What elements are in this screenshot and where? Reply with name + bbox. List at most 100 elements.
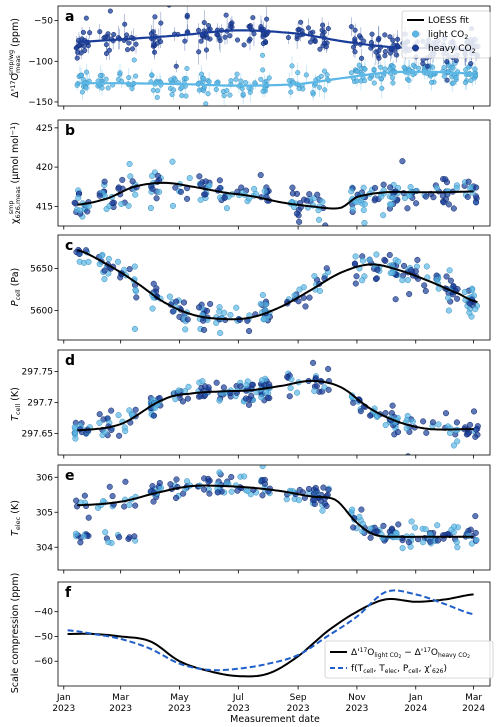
data-point bbox=[216, 397, 223, 404]
data-point bbox=[399, 545, 406, 552]
data-point bbox=[470, 408, 478, 415]
series-line-c-0 bbox=[77, 249, 478, 321]
data-point bbox=[171, 87, 177, 93]
data-point bbox=[441, 73, 447, 79]
data-point bbox=[382, 422, 389, 429]
data-point bbox=[115, 76, 121, 83]
y-tick-label: 420 bbox=[36, 163, 53, 173]
data-point bbox=[454, 295, 461, 302]
data-point bbox=[182, 38, 188, 44]
y-tick-label: −150 bbox=[28, 98, 53, 108]
data-point bbox=[151, 49, 158, 55]
data-point bbox=[423, 429, 430, 436]
data-point bbox=[115, 185, 122, 192]
data-point bbox=[295, 70, 301, 76]
data-point bbox=[237, 383, 244, 390]
data-point bbox=[258, 394, 265, 401]
data-point bbox=[387, 184, 394, 191]
data-point bbox=[286, 78, 292, 84]
y-tick-label: 304 bbox=[36, 543, 53, 553]
data-point bbox=[376, 48, 382, 54]
data-point bbox=[195, 304, 203, 311]
data-point bbox=[371, 66, 377, 72]
data-point bbox=[291, 292, 298, 299]
data-point bbox=[367, 412, 374, 419]
data-point bbox=[105, 85, 111, 91]
data-point bbox=[156, 479, 163, 487]
data-point bbox=[259, 52, 266, 58]
data-point bbox=[228, 78, 234, 84]
data-point bbox=[472, 72, 478, 79]
data-point bbox=[107, 8, 113, 14]
legend-a-heavy-swatch bbox=[412, 44, 419, 52]
data-point bbox=[109, 493, 116, 500]
data-point bbox=[257, 300, 264, 307]
data-point bbox=[435, 421, 442, 428]
x-tick-label-year: 2023 bbox=[227, 704, 250, 714]
data-point bbox=[429, 419, 436, 426]
svg-text:Telec (K): Telec (K) bbox=[10, 500, 22, 536]
data-point bbox=[420, 418, 427, 425]
data-point bbox=[73, 497, 80, 504]
y-tick-label: 5600 bbox=[30, 307, 53, 317]
data-point bbox=[451, 523, 458, 530]
data-point bbox=[288, 89, 294, 95]
data-point bbox=[149, 483, 156, 490]
data-point bbox=[433, 276, 440, 283]
data-point bbox=[405, 453, 411, 455]
data-point bbox=[131, 533, 138, 540]
data-point bbox=[81, 492, 88, 499]
data-point bbox=[155, 88, 161, 94]
data-point bbox=[266, 75, 272, 81]
data-point bbox=[202, 191, 209, 198]
data-point bbox=[114, 258, 122, 265]
data-point bbox=[227, 92, 233, 98]
data-point bbox=[353, 273, 360, 280]
data-point bbox=[213, 379, 220, 386]
data-point bbox=[71, 424, 78, 431]
data-point bbox=[131, 263, 138, 270]
data-point bbox=[223, 12, 229, 18]
data-point bbox=[83, 85, 89, 91]
data-point bbox=[133, 41, 139, 47]
data-point bbox=[453, 539, 460, 546]
data-point bbox=[184, 195, 191, 202]
data-point bbox=[453, 419, 460, 426]
data-point bbox=[216, 177, 223, 184]
data-point bbox=[419, 539, 426, 546]
svg-text:Scale compression (ppm): Scale compression (ppm) bbox=[10, 573, 21, 694]
data-point bbox=[175, 387, 182, 394]
data-point bbox=[317, 46, 323, 52]
data-point bbox=[387, 66, 393, 72]
data-point bbox=[85, 258, 92, 265]
data-point bbox=[285, 35, 291, 41]
data-point bbox=[413, 200, 420, 207]
series-line-d-0 bbox=[77, 379, 474, 432]
data-point bbox=[77, 539, 84, 546]
data-point bbox=[323, 502, 330, 510]
data-point bbox=[196, 173, 203, 180]
ylabel-b: χ626,meassmp (μmol mol−1) bbox=[7, 122, 22, 224]
data-point bbox=[96, 419, 103, 426]
ylabel-f: Scale compression (ppm) bbox=[10, 573, 21, 694]
x-tick-label-year: 2024 bbox=[404, 704, 427, 714]
data-point bbox=[303, 72, 309, 78]
svg-text:χ626,meassmp (μmol mol−1): χ626,meassmp (μmol mol−1) bbox=[7, 122, 22, 224]
panel-letter-b: b bbox=[65, 123, 75, 139]
data-point bbox=[378, 64, 384, 70]
data-point bbox=[410, 72, 416, 78]
legend-a: LOESS fit light CO2 heavy CO2 bbox=[401, 10, 491, 59]
data-point bbox=[206, 79, 212, 85]
data-point bbox=[201, 486, 208, 493]
ylabel-e: Telec (K) bbox=[10, 500, 22, 536]
data-point bbox=[244, 487, 251, 495]
data-point bbox=[378, 76, 384, 82]
data-point bbox=[408, 518, 415, 525]
data-point bbox=[453, 58, 459, 64]
data-point bbox=[315, 216, 323, 223]
data-point bbox=[447, 277, 454, 284]
data-point bbox=[207, 300, 214, 308]
data-point bbox=[115, 412, 122, 419]
data-point bbox=[197, 196, 204, 203]
y-tick-label: 415 bbox=[36, 202, 53, 212]
